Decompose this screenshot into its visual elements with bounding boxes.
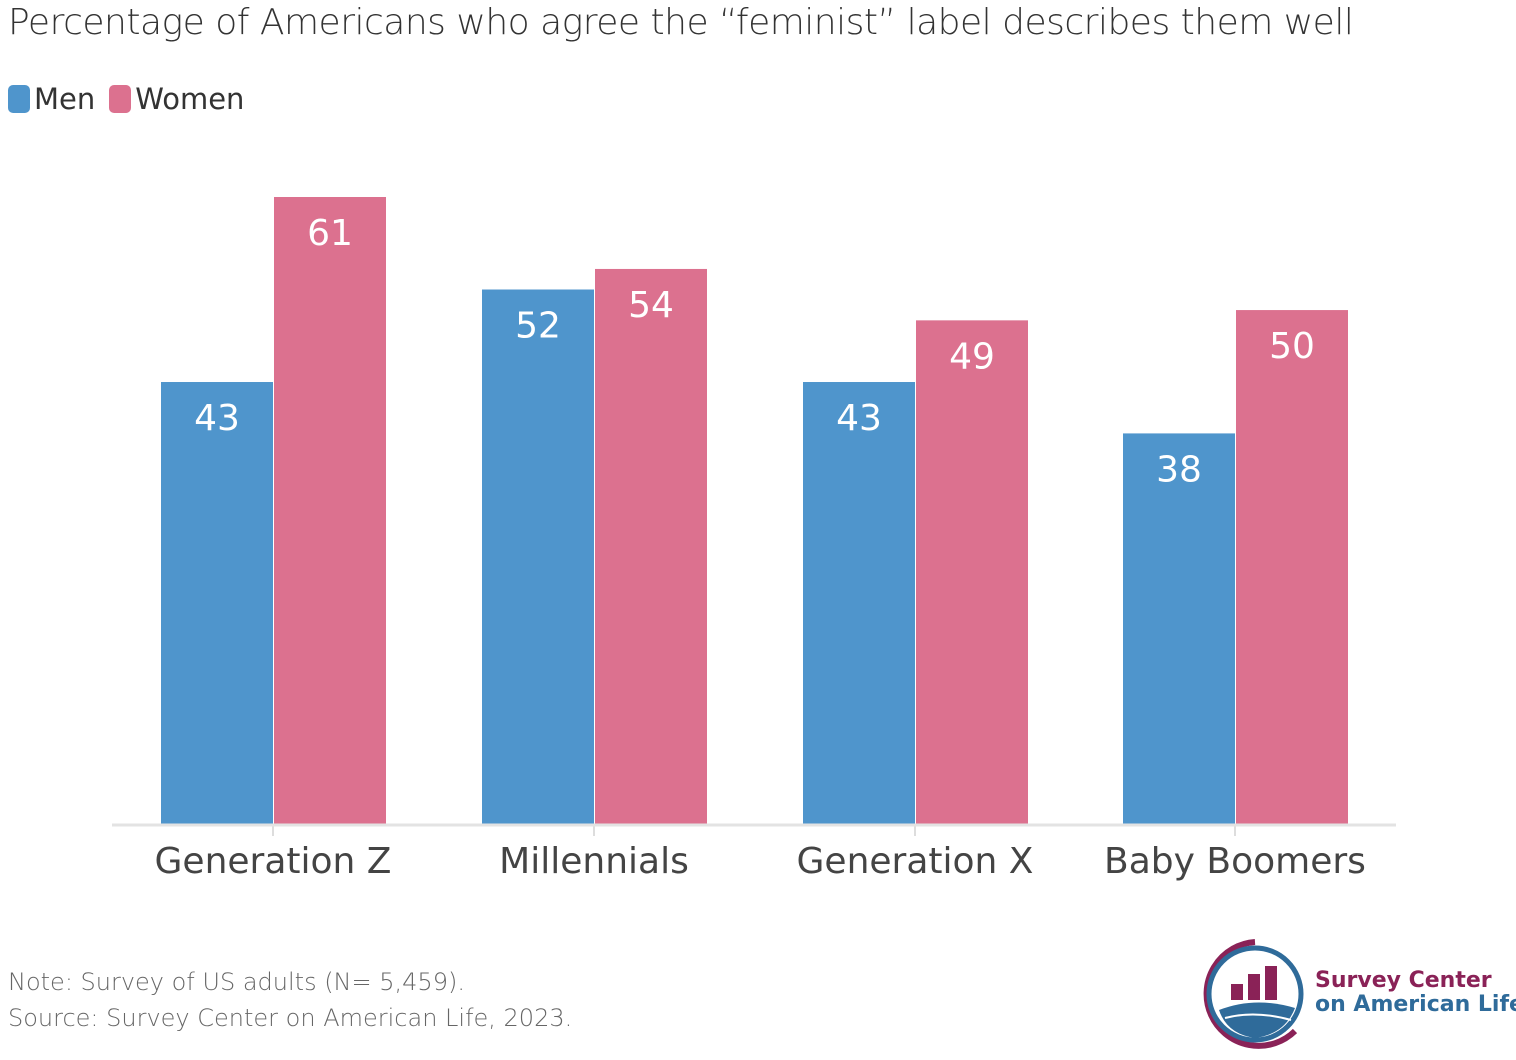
bar-men-1	[482, 289, 594, 825]
data-label: 50	[1269, 326, 1315, 367]
footnote: Note: Survey of US adults (N= 5,459). So…	[8, 964, 572, 1036]
bar-women-1	[595, 268, 707, 824]
legend: Men Women	[8, 82, 258, 116]
data-label: 61	[307, 213, 353, 254]
x-tick-label: Generation X	[797, 841, 1034, 882]
data-label: 49	[949, 336, 995, 377]
bar-men-0	[161, 382, 273, 824]
legend-item-men: Men	[8, 82, 95, 116]
chart-title: Percentage of Americans who agree the “f…	[8, 2, 1354, 43]
logo-mark-icon	[1203, 939, 1304, 1049]
legend-swatch-men	[8, 85, 30, 113]
data-label: 43	[194, 398, 240, 439]
note-text: Note: Survey of US adults (N= 5,459).	[8, 968, 465, 996]
bar-women-2	[916, 320, 1028, 824]
data-label: 54	[628, 285, 674, 326]
source-text: Source: Survey Center on American Life, …	[8, 1004, 573, 1032]
logo-line2: on American Life	[1315, 992, 1516, 1017]
legend-item-women: Women	[109, 82, 244, 116]
data-label: 38	[1156, 449, 1202, 490]
x-tick-label: Millennials	[499, 841, 689, 882]
logo: Survey Center on American Life	[1195, 936, 1516, 1056]
x-tick-label: Baby Boomers	[1104, 841, 1366, 882]
data-label: 43	[836, 398, 882, 439]
legend-label-women: Women	[135, 82, 245, 116]
logo-line1: Survey Center	[1315, 968, 1492, 993]
bar-women-3	[1236, 310, 1348, 825]
legend-label-men: Men	[34, 82, 96, 116]
data-label: 52	[515, 306, 561, 347]
bar-men-2	[803, 382, 915, 824]
bar-women-0	[274, 197, 386, 824]
legend-swatch-women	[109, 85, 132, 113]
bar-men-3	[1123, 433, 1235, 824]
x-tick-label: Generation Z	[155, 841, 392, 882]
